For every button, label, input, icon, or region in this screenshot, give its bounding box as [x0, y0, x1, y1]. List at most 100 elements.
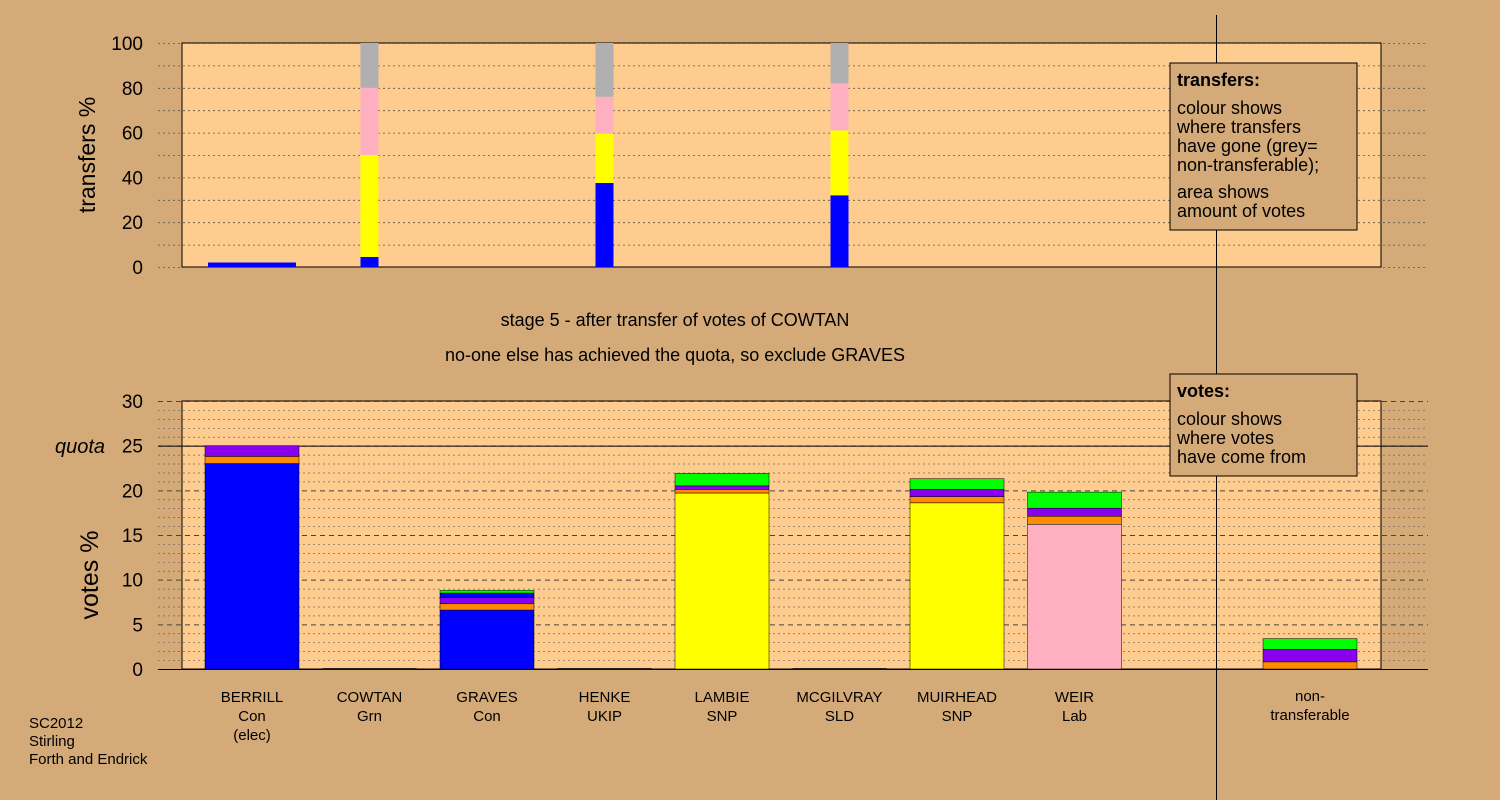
vote-bar-empty	[557, 668, 652, 670]
vote-bar-empty	[792, 668, 887, 670]
transfer-bar-segment	[830, 83, 849, 131]
y-tick-label: 40	[122, 168, 143, 189]
vote-bar-empty	[322, 668, 417, 670]
y-tick-label: 0	[132, 258, 143, 279]
vote-bar-segment	[204, 445, 300, 457]
transfer-bar-segment	[595, 183, 614, 267]
transfer-bar-segment	[830, 43, 849, 84]
transfer-bar-segment	[595, 96, 614, 134]
transfers-legend-line: colour shows	[1177, 98, 1282, 118]
y-tick-label: 80	[122, 79, 143, 100]
footer-ward: Forth and Endrick	[29, 751, 148, 768]
candidate-name: HENKE	[579, 689, 631, 706]
vote-bar-segment	[1262, 661, 1358, 670]
vote-bar-segment	[439, 592, 535, 598]
candidate-status: (elec)	[233, 727, 271, 744]
transfers-legend-box	[1169, 62, 1358, 231]
vote-bar-segment	[1027, 515, 1122, 525]
transfer-bar-segment	[595, 43, 614, 97]
exclusion-note: no-one else has achieved the quota, so e…	[445, 345, 905, 365]
y-tick-label: 5	[132, 615, 143, 636]
transfers-legend-line: have gone (grey=	[1177, 136, 1318, 156]
transfer-bar-segment	[360, 87, 379, 155]
votes-legend: votes: colour shows where votes have com…	[1169, 373, 1358, 477]
vote-bar-segment	[909, 478, 1005, 490]
candidate-party: Lab	[1062, 708, 1087, 725]
candidate-party: Con	[238, 708, 266, 725]
candidate-party: Con	[473, 708, 501, 725]
transfers-legend-line: where transfers	[1176, 117, 1301, 137]
vote-bar-segment	[674, 492, 770, 670]
vote-bar-segment	[674, 489, 770, 494]
votes-legend-heading: votes:	[1177, 381, 1230, 401]
vote-bar-segment	[909, 489, 1005, 497]
candidate-name: GRAVES	[456, 689, 517, 706]
candidate-name: MCGILVRAY	[796, 689, 882, 706]
transfers-bars	[208, 43, 849, 267]
candidate-party: SNP	[942, 708, 973, 725]
candidate-name: MUIRHEAD	[917, 689, 997, 706]
vote-bar-segment	[439, 590, 535, 594]
y-tick-label: 30	[122, 392, 143, 413]
y-tick-label: 20	[122, 213, 143, 234]
candidate-party: UKIP	[587, 708, 622, 725]
votes-y-axis-label: votes %	[76, 531, 104, 620]
votes-y-ticks: 0 5 10 15 20 25 30	[122, 392, 143, 681]
transfer-bar-segment	[830, 195, 849, 267]
vote-bar-segment	[1262, 649, 1358, 663]
y-tick-label: 15	[122, 526, 143, 547]
vote-bar-segment	[439, 609, 535, 670]
candidate-name: WEIR	[1055, 689, 1094, 706]
transfers-legend-line: non-transferable);	[1177, 155, 1319, 175]
stage-caption: stage 5 - after transfer of votes of COW…	[501, 310, 850, 330]
footer-council: Stirling	[29, 733, 75, 750]
nontransferable-label-line1: non-	[1295, 688, 1325, 705]
vote-bar-segment	[204, 463, 300, 670]
transfer-bar-segment	[360, 256, 379, 267]
vote-bar-segment	[674, 485, 770, 490]
votes-legend-box	[1169, 373, 1358, 477]
y-tick-label: 10	[122, 571, 143, 592]
candidate-party: SNP	[707, 708, 738, 725]
vote-bar-segment	[439, 597, 535, 605]
candidate-name: LAMBIE	[694, 689, 749, 706]
transfers-y-ticks: 0 20 40 60 80 100	[111, 34, 143, 279]
transfer-bar-segment	[360, 43, 379, 88]
candidate-party: Grn	[357, 708, 382, 725]
vote-bar-segment	[1027, 507, 1122, 517]
vote-bar-segment	[909, 496, 1005, 504]
transfers-y-axis-label: transfers %	[74, 97, 100, 213]
y-tick-label: 100	[111, 34, 143, 55]
y-tick-label: 25	[122, 437, 143, 458]
vote-bar-segment	[1027, 524, 1122, 670]
transfers-legend-line: area shows	[1177, 182, 1269, 202]
transfer-bar-segment	[595, 133, 614, 183]
vote-bar-segment	[439, 603, 535, 611]
vote-bar-segment	[204, 456, 300, 464]
vote-bar-segment	[1262, 638, 1358, 650]
y-tick-label: 60	[122, 124, 143, 145]
transfer-bar-segment	[830, 130, 849, 196]
candidate-labels: BERRILL Con (elec) COWTAN Grn GRAVES Con HENKE U…	[221, 689, 1095, 744]
transfers-legend-line: amount of votes	[1177, 201, 1305, 221]
candidate-party: SLD	[825, 708, 854, 725]
transfer-bar-segment	[360, 155, 379, 257]
transfers-legend: transfers: colour shows where transfers …	[1169, 62, 1358, 231]
quota-label: quota	[55, 436, 105, 458]
vote-bar-segment	[1027, 491, 1122, 509]
votes-bars	[204, 445, 1358, 670]
votes-legend-line: where votes	[1176, 428, 1274, 448]
candidate-name: BERRILL	[221, 689, 284, 706]
y-tick-label: 0	[132, 660, 143, 681]
votes-legend-line: have come from	[1177, 447, 1306, 467]
transfers-legend-heading: transfers:	[1177, 70, 1260, 90]
footer-election: SC2012	[29, 715, 83, 732]
nontransferable-label-line2: transferable	[1270, 707, 1349, 724]
transfer-bar-segment	[208, 262, 296, 267]
vote-bar-segment	[674, 473, 770, 487]
candidate-name: COWTAN	[337, 689, 403, 706]
y-tick-label: 20	[122, 481, 143, 502]
vote-bar-segment	[909, 502, 1005, 670]
votes-legend-line: colour shows	[1177, 409, 1282, 429]
